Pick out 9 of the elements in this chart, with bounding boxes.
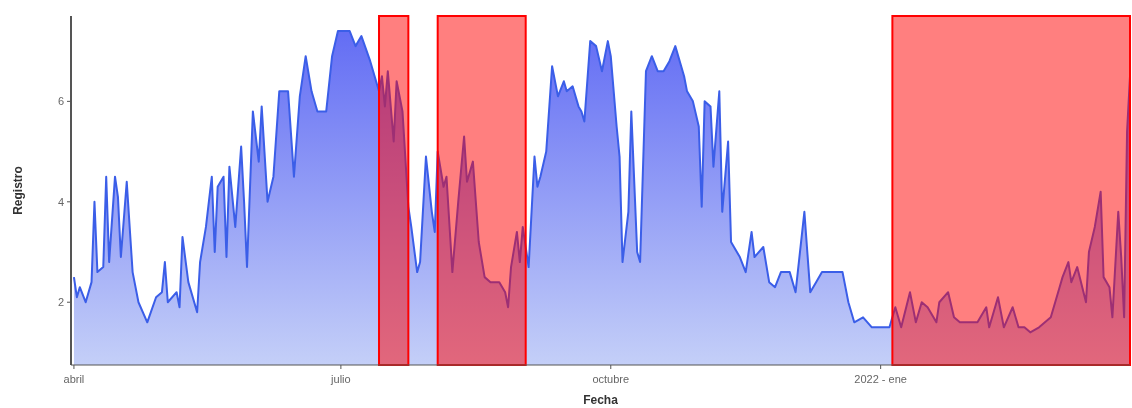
x-tick-label: octubre <box>592 373 630 385</box>
y-tick-label: 6 <box>57 95 64 108</box>
x-tick-label: 2022 - ene <box>854 373 907 385</box>
y-tick-label: 2 <box>57 296 64 309</box>
x-axis-title: Fecha <box>583 393 619 407</box>
y-axis-title: Registro <box>11 166 25 215</box>
x-tick-label: julio <box>330 373 351 385</box>
x-tick-label: abril <box>63 373 85 385</box>
y-tick-label: 4 <box>57 195 64 208</box>
